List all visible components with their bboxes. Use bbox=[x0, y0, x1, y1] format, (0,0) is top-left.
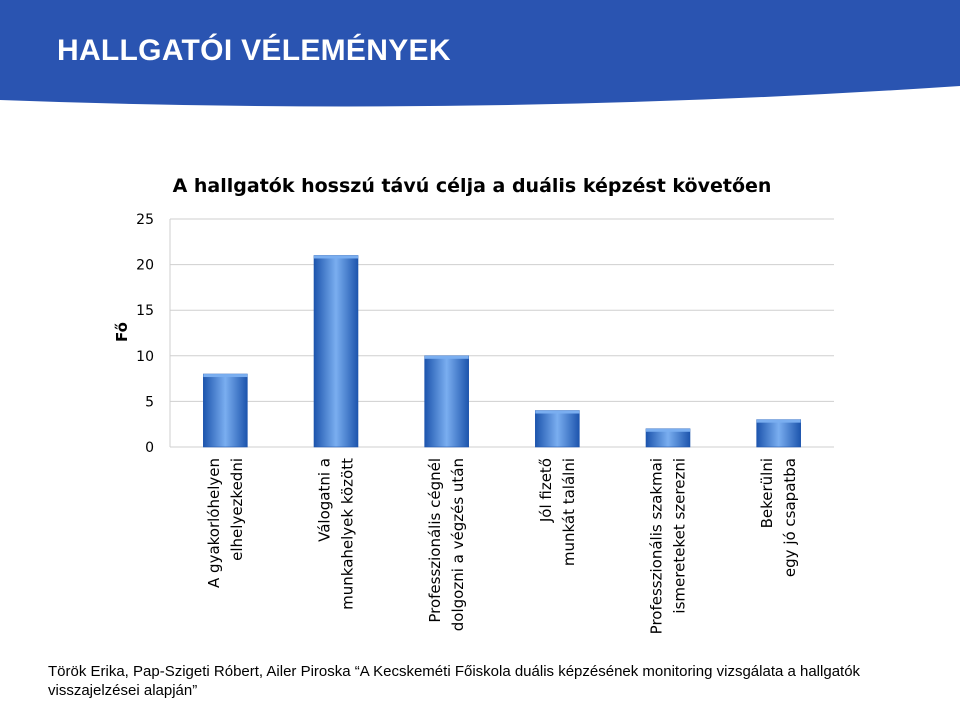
x-tick-label: Jól fizető munkát találni bbox=[537, 458, 578, 566]
bar bbox=[203, 373, 248, 448]
y-tick-label: 15 bbox=[136, 303, 154, 319]
x-tick-label: Professzionális cégnél dolgozni a végzés … bbox=[426, 458, 467, 631]
x-tick-label-line: A gyakorlóhelyen bbox=[205, 458, 223, 588]
bar bbox=[535, 410, 580, 448]
x-tick-label-line: Professzionális cégnél bbox=[426, 458, 444, 623]
y-tick-label: 10 bbox=[136, 349, 154, 365]
bar bbox=[424, 355, 469, 448]
x-tick-labels: A gyakorlóhelyen elhelyezkedni Válogatni a… bbox=[205, 458, 799, 634]
x-tick-label-line: Válogatni a bbox=[316, 458, 334, 542]
y-tick-labels: 0 5 10 15 20 25 bbox=[136, 212, 154, 456]
x-tick-label: Professzionális szakmai ismereteket szere… bbox=[648, 458, 689, 634]
source-citation: Török Erika, Pap-Szigeti Róbert, Ailer P… bbox=[48, 663, 861, 699]
x-tick-label-line: Jól fizető bbox=[537, 458, 555, 523]
banner-shape bbox=[0, 0, 960, 107]
header-banner bbox=[0, 0, 960, 107]
bar-cap bbox=[424, 355, 469, 359]
page-title: HALLGATÓI VÉLEMÉNYEK bbox=[57, 34, 451, 67]
x-tick-label-line: elhelyezkedni bbox=[228, 458, 246, 561]
x-tick-label-line: ismereteket szerezni bbox=[671, 458, 689, 614]
bar-cap bbox=[646, 428, 690, 432]
gridlines bbox=[169, 218, 834, 448]
y-tick-label: 25 bbox=[136, 212, 154, 228]
y-tick-label: 0 bbox=[145, 440, 154, 456]
x-tick-label: Bekerülni egy jó csapatba bbox=[758, 458, 799, 577]
x-tick-label-line: munkát találni bbox=[560, 458, 578, 566]
bar-cap bbox=[314, 255, 358, 259]
bar-cap bbox=[203, 374, 248, 378]
bar-chart: A hallgatók hosszú távú célja a duális k… bbox=[113, 175, 834, 634]
bars bbox=[203, 255, 801, 448]
x-tick-label-line: Bekerülni bbox=[758, 458, 776, 528]
bar bbox=[756, 419, 801, 448]
y-axis-label: Fő bbox=[113, 322, 131, 342]
bar bbox=[313, 255, 359, 448]
chart-title: A hallgatók hosszú távú célja a duális k… bbox=[173, 175, 772, 197]
x-tick-label: Válogatni a munkahelyek között bbox=[316, 458, 357, 610]
x-tick-label-line: Professzionális szakmai bbox=[648, 458, 666, 634]
bar-cap bbox=[535, 410, 580, 414]
y-tick-label: 5 bbox=[145, 394, 154, 410]
x-tick-label: A gyakorlóhelyen elhelyezkedni bbox=[205, 458, 246, 588]
x-tick-label-line: dolgozni a végzés után bbox=[449, 458, 467, 631]
y-tick-label: 20 bbox=[136, 258, 154, 274]
x-tick-label-line: munkahelyek között bbox=[339, 458, 357, 610]
bar-cap bbox=[756, 419, 801, 423]
x-tick-label-line: egy jó csapatba bbox=[781, 458, 799, 577]
